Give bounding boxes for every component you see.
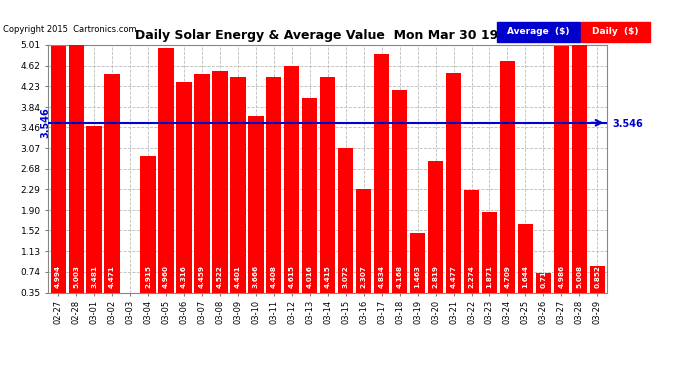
Bar — [428, 161, 443, 311]
Bar — [104, 74, 120, 311]
Text: 4.401: 4.401 — [235, 266, 241, 288]
Text: 5.008: 5.008 — [576, 265, 582, 288]
Text: 1.644: 1.644 — [522, 266, 529, 288]
Bar — [374, 54, 389, 311]
Text: Daily  ($): Daily ($) — [592, 27, 639, 36]
Bar — [535, 273, 551, 311]
Bar — [356, 189, 371, 311]
Text: 2.307: 2.307 — [361, 266, 366, 288]
Bar — [86, 126, 101, 311]
Text: 4.016: 4.016 — [307, 266, 313, 288]
Text: 5.003: 5.003 — [73, 266, 79, 288]
Bar — [248, 116, 264, 311]
Bar — [195, 74, 210, 311]
Bar — [284, 66, 299, 311]
Text: 4.477: 4.477 — [451, 266, 457, 288]
Text: 1.463: 1.463 — [415, 266, 421, 288]
Bar — [68, 45, 83, 311]
Text: 2.274: 2.274 — [469, 266, 475, 288]
Text: 4.459: 4.459 — [199, 265, 205, 288]
Text: 4.168: 4.168 — [397, 265, 403, 288]
Bar — [266, 77, 282, 311]
Text: 4.709: 4.709 — [504, 266, 511, 288]
Bar — [213, 71, 228, 311]
Bar — [50, 46, 66, 311]
Text: 4.834: 4.834 — [379, 266, 384, 288]
Bar — [140, 156, 156, 311]
Text: Copyright 2015  Cartronics.com: Copyright 2015 Cartronics.com — [3, 25, 137, 34]
Bar — [572, 45, 587, 311]
Bar — [159, 48, 174, 311]
Text: 1.871: 1.871 — [486, 266, 493, 288]
Text: 4.994: 4.994 — [55, 265, 61, 288]
Text: 3.072: 3.072 — [343, 266, 348, 288]
Title: Daily Solar Energy & Average Value  Mon Mar 30 19:03: Daily Solar Energy & Average Value Mon M… — [135, 30, 520, 42]
Bar — [500, 61, 515, 311]
Bar — [177, 82, 192, 311]
Text: 4.408: 4.408 — [271, 266, 277, 288]
Text: 2.915: 2.915 — [145, 265, 151, 288]
Text: 4.522: 4.522 — [217, 266, 223, 288]
Bar — [392, 90, 407, 311]
Text: 4.415: 4.415 — [325, 266, 331, 288]
Text: 0.715: 0.715 — [540, 266, 546, 288]
Bar — [302, 98, 317, 311]
Text: 3.481: 3.481 — [91, 266, 97, 288]
Text: Average  ($): Average ($) — [507, 27, 569, 36]
Bar — [590, 266, 605, 311]
Bar — [554, 46, 569, 311]
Text: 0.852: 0.852 — [594, 265, 600, 288]
Bar — [320, 76, 335, 311]
Bar — [338, 148, 353, 311]
Bar — [464, 190, 479, 311]
Text: 4.986: 4.986 — [558, 265, 564, 288]
Text: 4.960: 4.960 — [163, 265, 169, 288]
Text: 3.546: 3.546 — [41, 107, 50, 138]
Text: 2.819: 2.819 — [433, 265, 439, 288]
Bar — [482, 212, 497, 311]
Text: 4.615: 4.615 — [289, 265, 295, 288]
Text: 4.316: 4.316 — [181, 266, 187, 288]
Bar — [410, 233, 425, 311]
Text: 3.666: 3.666 — [253, 265, 259, 288]
Text: 4.471: 4.471 — [109, 266, 115, 288]
Bar — [446, 73, 461, 311]
Bar — [518, 224, 533, 311]
Bar — [230, 77, 246, 311]
